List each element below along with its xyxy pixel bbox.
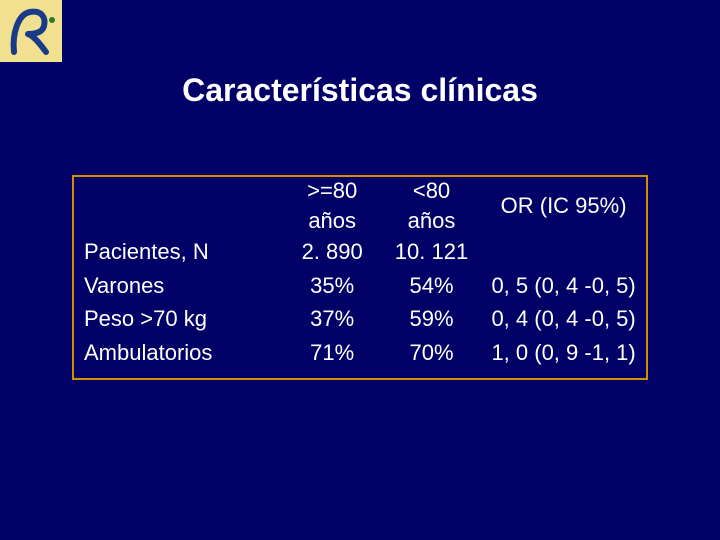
clinical-characteristics-table: >=80 años <80 años OR (IC 95%) Pacientes… xyxy=(72,175,648,380)
logo-badge xyxy=(0,0,62,62)
header-label xyxy=(74,177,283,235)
header-col-c: OR (IC 95%) xyxy=(481,177,646,235)
header-col-b: <80 años xyxy=(382,177,481,235)
header-b-line1: <80 xyxy=(388,176,475,206)
table-row: Varones 35% 54% 0, 5 (0, 4 -0, 5) xyxy=(74,269,646,303)
header-a-line2: años xyxy=(289,206,376,236)
row-a: 37% xyxy=(283,302,382,336)
row-label: Peso >70 kg xyxy=(74,302,283,336)
row-a: 2. 890 xyxy=(283,235,382,269)
header-c-text: OR (IC 95%) xyxy=(487,191,640,221)
row-c xyxy=(481,235,646,269)
row-c: 1, 0 (0, 9 -1, 1) xyxy=(481,336,646,370)
row-label: Ambulatorios xyxy=(74,336,283,370)
row-b: 59% xyxy=(382,302,481,336)
header-a-line1: >=80 xyxy=(289,176,376,206)
row-c: 0, 4 (0, 4 -0, 5) xyxy=(481,302,646,336)
header-col-a: >=80 años xyxy=(283,177,382,235)
row-b: 10. 121 xyxy=(382,235,481,269)
row-c: 0, 5 (0, 4 -0, 5) xyxy=(481,269,646,303)
table-row: Ambulatorios 71% 70% 1, 0 (0, 9 -1, 1) xyxy=(74,336,646,378)
logo-r-icon xyxy=(4,4,58,58)
row-a: 71% xyxy=(283,336,382,370)
row-label: Pacientes, N xyxy=(74,235,283,269)
row-b: 70% xyxy=(382,336,481,370)
header-b-line2: años xyxy=(388,206,475,236)
table-header-row: >=80 años <80 años OR (IC 95%) xyxy=(74,177,646,235)
table-row: Peso >70 kg 37% 59% 0, 4 (0, 4 -0, 5) xyxy=(74,302,646,336)
row-a: 35% xyxy=(283,269,382,303)
row-b: 54% xyxy=(382,269,481,303)
table-row: Pacientes, N 2. 890 10. 121 xyxy=(74,235,646,269)
row-label: Varones xyxy=(74,269,283,303)
slide-title: Características clínicas xyxy=(0,72,720,109)
